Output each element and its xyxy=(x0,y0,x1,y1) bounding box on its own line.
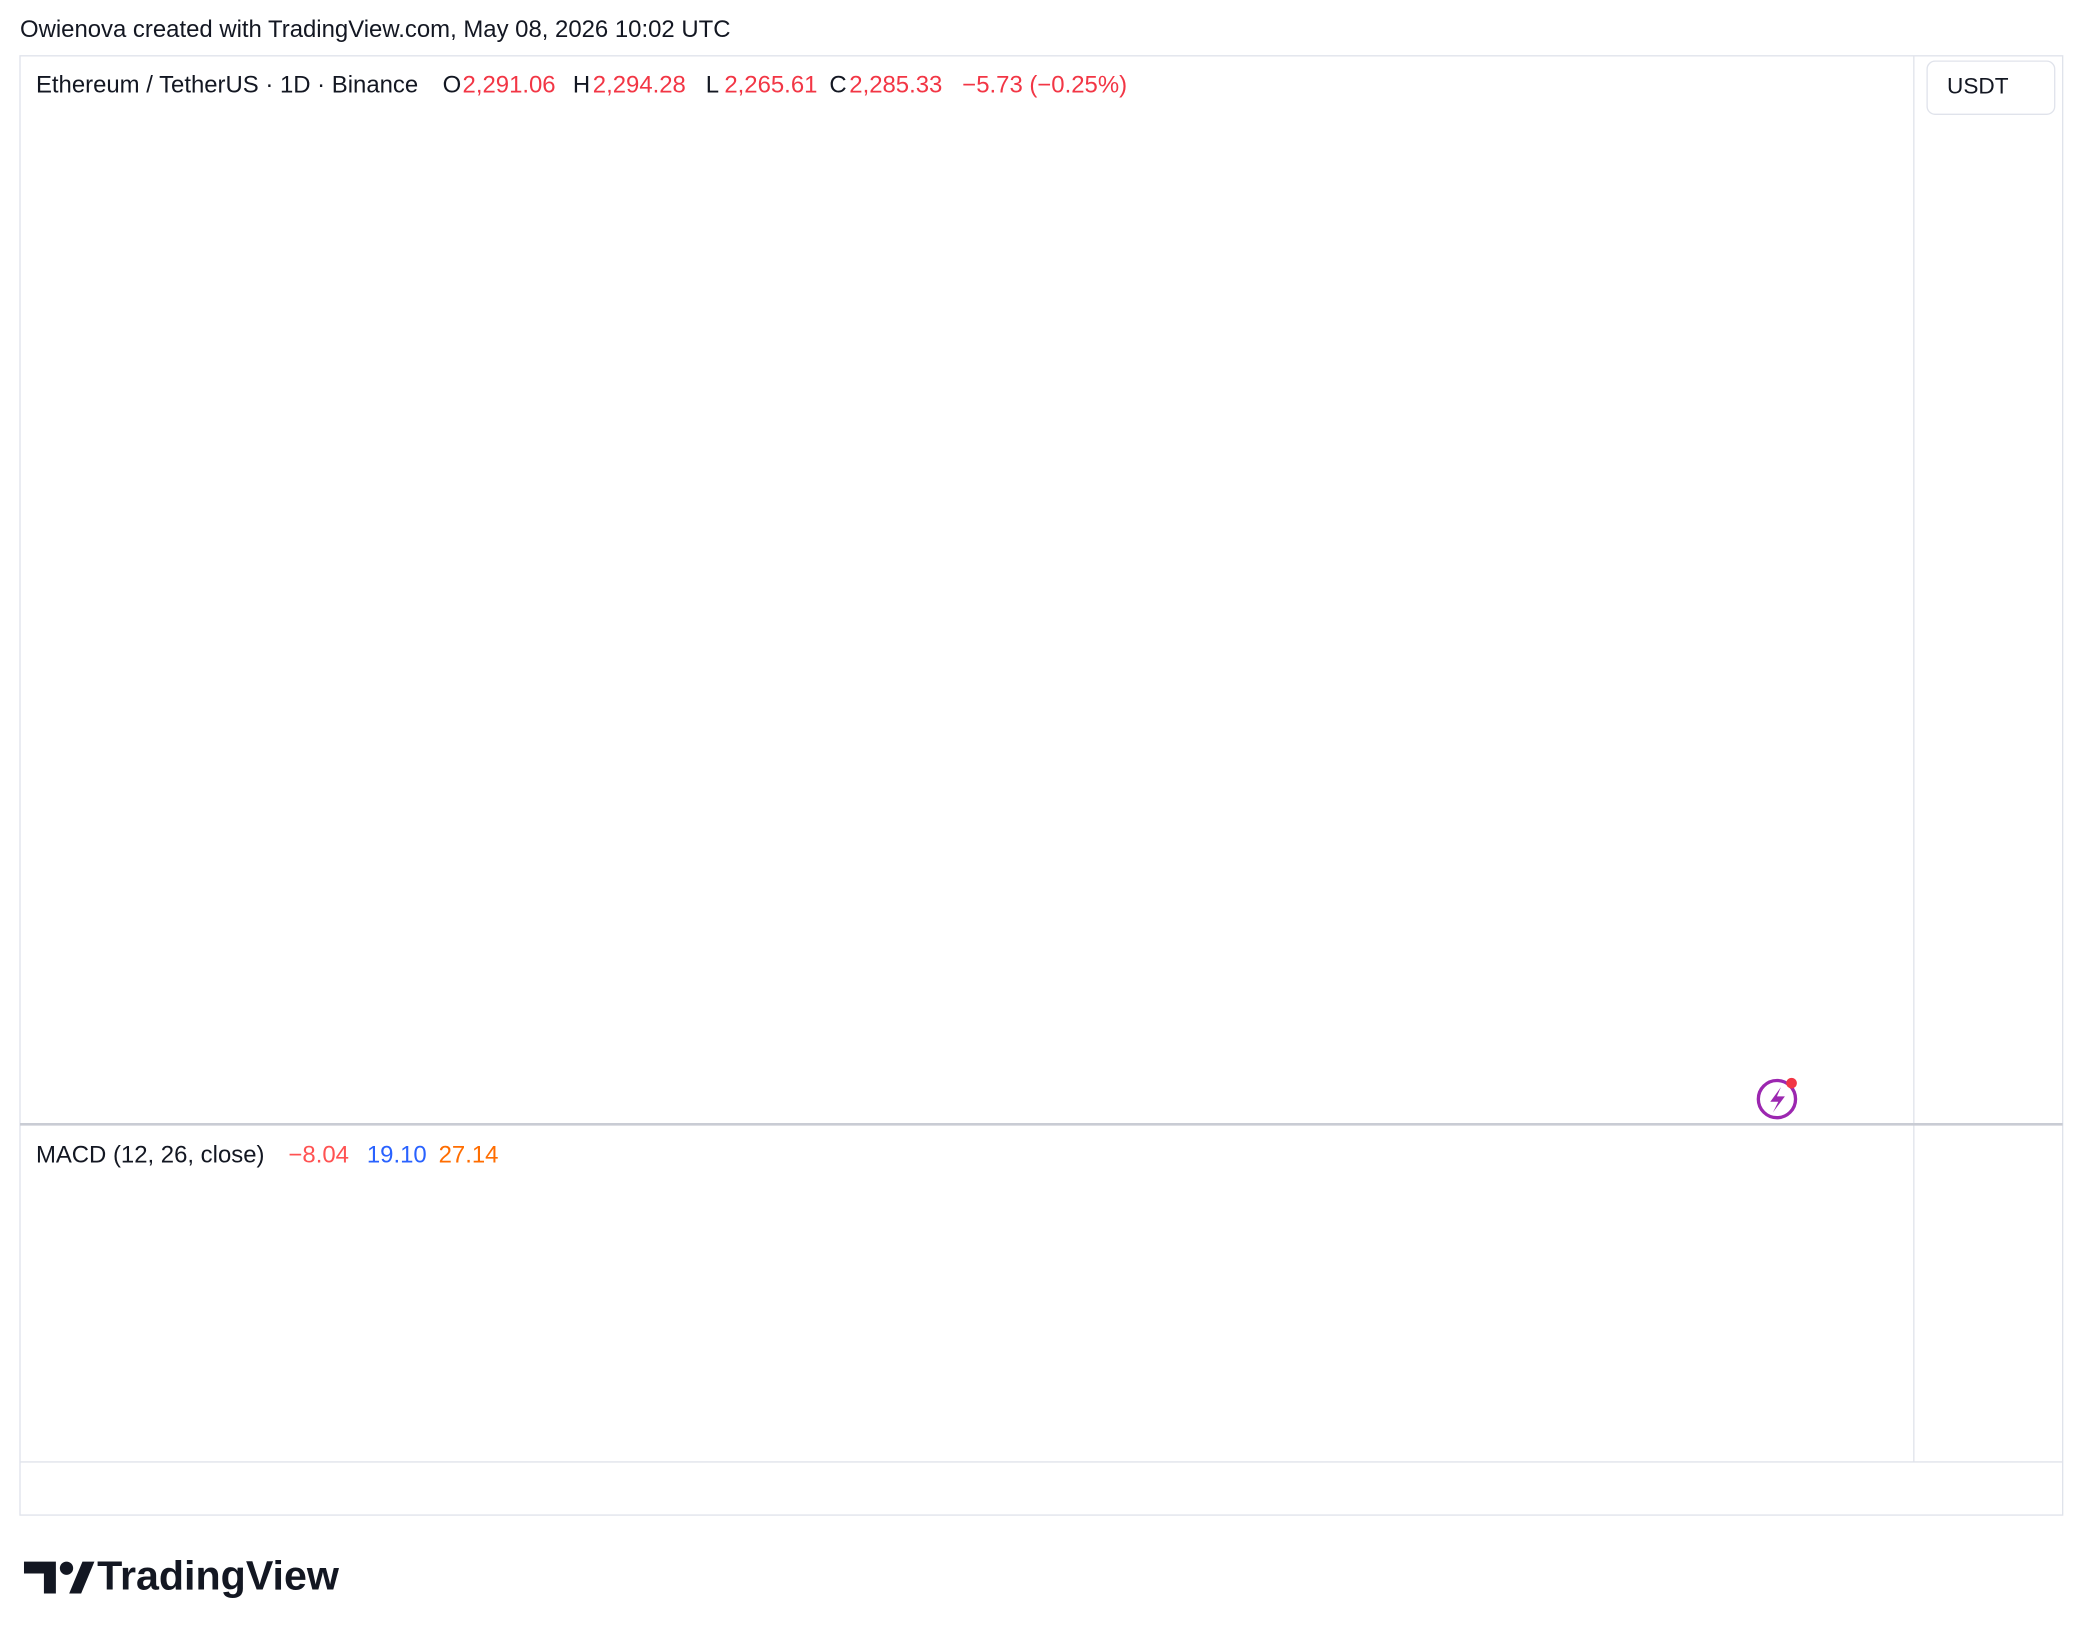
brand: TradingView xyxy=(23,1553,340,1599)
attribution: Owienova created with TradingView.com, M… xyxy=(20,16,730,43)
low-value: 2,265.61 xyxy=(724,72,817,99)
low-key: L xyxy=(706,72,719,99)
signal-value: 27.14 xyxy=(439,1142,499,1169)
brand-name: TradingView xyxy=(97,1553,340,1599)
alert-icon[interactable] xyxy=(1756,1077,1798,1120)
high-key: H xyxy=(573,72,590,99)
legend: Ethereum / TetherUS · 1D · Binance O 2,2… xyxy=(36,72,1127,1169)
macd-hist-value: −8.04 xyxy=(288,1142,349,1169)
symbol: Ethereum / TetherUS · 1D · Binance xyxy=(36,72,418,99)
chart-frame xyxy=(19,55,2064,1516)
close-value: 2,285.33 xyxy=(849,72,942,99)
change: −5.73 (−0.25%) xyxy=(962,72,1127,99)
open-value: 2,291.06 xyxy=(463,72,556,99)
currency[interactable]: USDT xyxy=(1947,74,2009,99)
macd-title: MACD (12, 26, close) xyxy=(36,1142,265,1169)
close-key: C xyxy=(829,72,846,99)
currency-button[interactable] xyxy=(1926,60,2056,115)
open-key: O xyxy=(443,72,462,99)
high-value: 2,294.28 xyxy=(593,72,686,99)
macd-value: 19.10 xyxy=(367,1142,427,1169)
